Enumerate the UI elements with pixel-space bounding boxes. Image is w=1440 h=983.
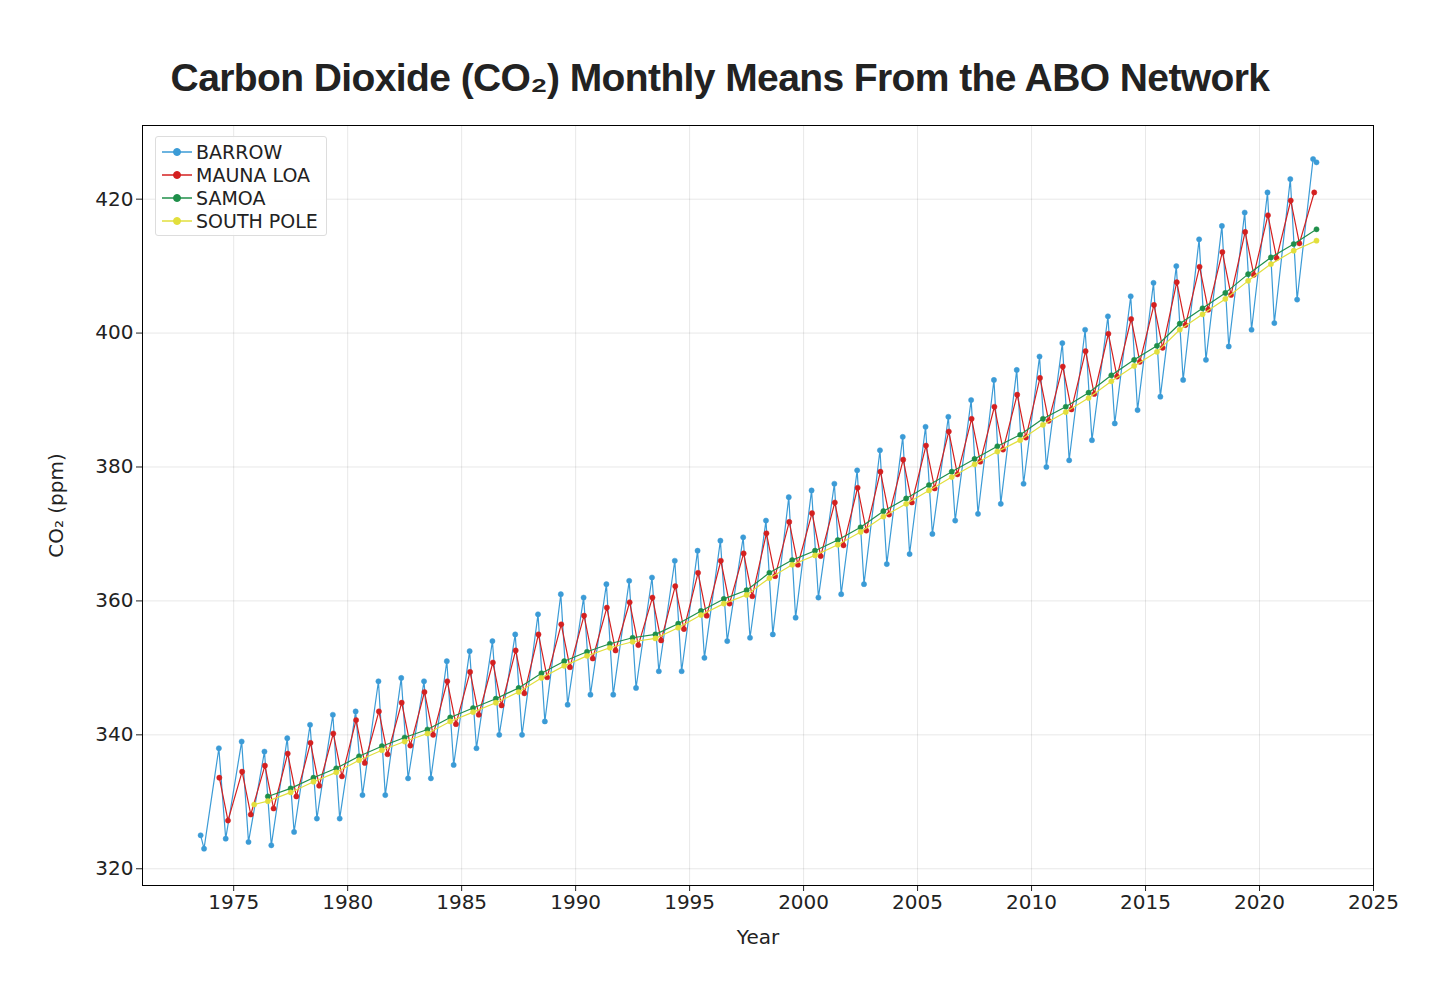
svg-text:400: 400 (95, 320, 133, 344)
svg-text:1995: 1995 (664, 890, 715, 914)
html-text:SAMOA: SAMOA (196, 186, 266, 209)
svg-text:1980: 1980 (322, 890, 373, 914)
svg-text:320: 320 (95, 856, 133, 880)
svg-text:2020: 2020 (1234, 890, 1285, 914)
svg-text:420: 420 (95, 187, 133, 211)
svg-text:1975: 1975 (208, 890, 259, 914)
html-text:BARROW: BARROW (196, 140, 283, 163)
html-text:Carbon Dioxide (CO₂) Monthly M: Carbon Dioxide (CO₂) Monthly Means From … (170, 56, 1270, 99)
svg-text:2015: 2015 (1120, 890, 1171, 914)
svg-text:2010: 2010 (1006, 890, 1057, 914)
html-text:SOUTH POLE: SOUTH POLE (196, 209, 318, 232)
svg-text:380: 380 (95, 454, 133, 478)
svg-text:2005: 2005 (892, 890, 943, 914)
svg-text:2000: 2000 (778, 890, 829, 914)
svg-text:1990: 1990 (550, 890, 601, 914)
svg-text:CO₂ (ppm): CO₂ (ppm) (44, 453, 68, 558)
svg-text:Year: Year (736, 925, 780, 949)
svg-text:340: 340 (95, 722, 133, 746)
svg-text:360: 360 (95, 588, 133, 612)
svg-text:1985: 1985 (436, 890, 487, 914)
html-text:MAUNA LOA: MAUNA LOA (196, 163, 311, 186)
svg-text:2025: 2025 (1348, 890, 1399, 914)
